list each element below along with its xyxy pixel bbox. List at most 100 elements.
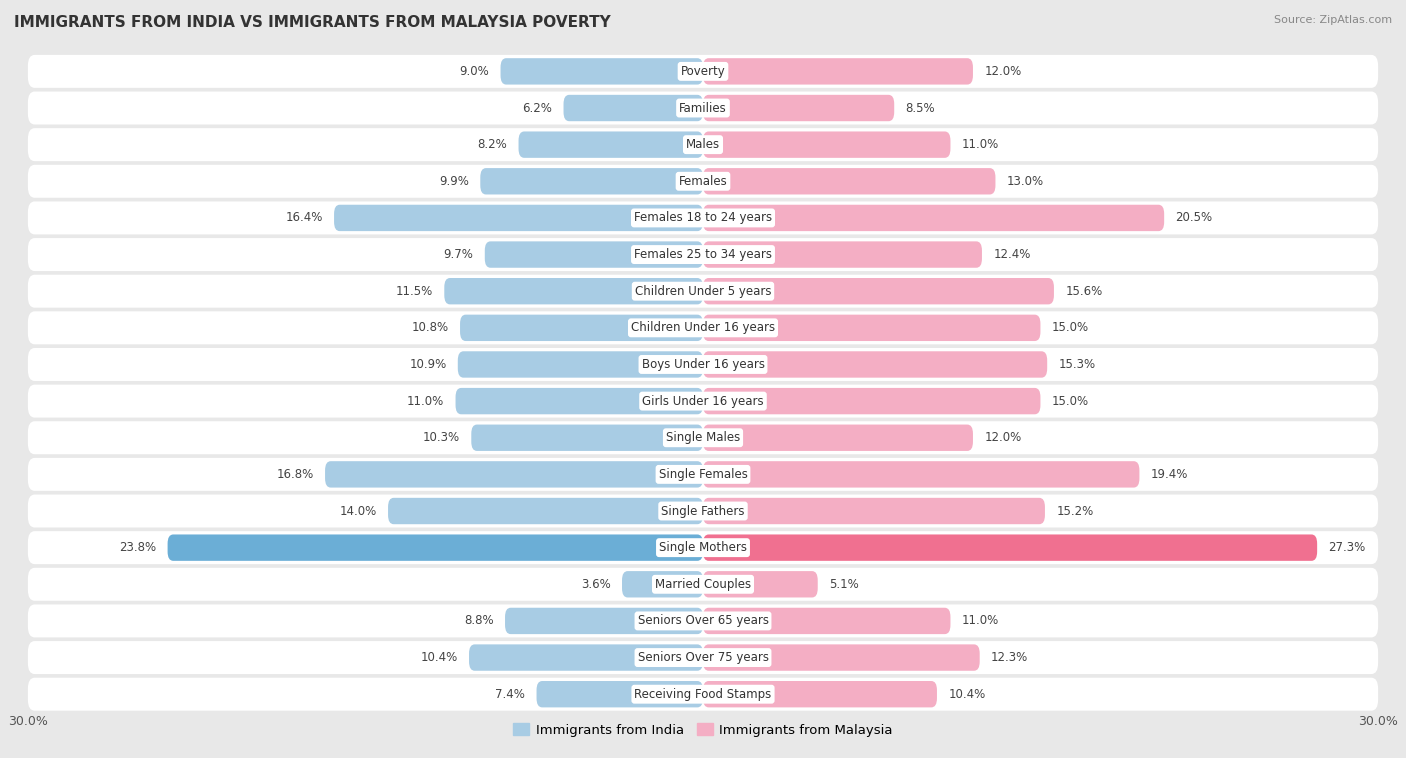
Text: 15.0%: 15.0% [1052,321,1088,334]
FancyBboxPatch shape [703,278,1054,305]
Text: Seniors Over 65 years: Seniors Over 65 years [637,615,769,628]
Text: 27.3%: 27.3% [1329,541,1365,554]
Text: 10.3%: 10.3% [423,431,460,444]
FancyBboxPatch shape [28,494,1378,528]
Text: 10.4%: 10.4% [420,651,458,664]
Text: 15.2%: 15.2% [1056,505,1094,518]
Text: 9.9%: 9.9% [439,175,470,188]
Text: Children Under 16 years: Children Under 16 years [631,321,775,334]
FancyBboxPatch shape [28,128,1378,161]
Text: Males: Males [686,138,720,151]
FancyBboxPatch shape [537,681,703,707]
Text: 10.8%: 10.8% [412,321,449,334]
Text: 6.2%: 6.2% [523,102,553,114]
Text: 15.3%: 15.3% [1059,358,1095,371]
Text: 12.3%: 12.3% [991,651,1028,664]
FancyBboxPatch shape [519,131,703,158]
Text: 3.6%: 3.6% [581,578,610,590]
FancyBboxPatch shape [28,458,1378,491]
FancyBboxPatch shape [703,58,973,85]
FancyBboxPatch shape [703,241,981,268]
FancyBboxPatch shape [703,95,894,121]
Text: 15.6%: 15.6% [1066,285,1102,298]
FancyBboxPatch shape [470,644,703,671]
FancyBboxPatch shape [456,388,703,415]
Text: 12.0%: 12.0% [984,431,1021,444]
Text: Single Females: Single Females [658,468,748,481]
FancyBboxPatch shape [703,131,950,158]
Text: 9.7%: 9.7% [444,248,474,261]
FancyBboxPatch shape [471,424,703,451]
FancyBboxPatch shape [703,608,950,634]
Text: Single Mothers: Single Mothers [659,541,747,554]
Text: 10.9%: 10.9% [409,358,447,371]
FancyBboxPatch shape [703,534,1317,561]
Text: 16.4%: 16.4% [285,211,323,224]
Text: 16.8%: 16.8% [277,468,314,481]
Text: 5.1%: 5.1% [830,578,859,590]
Text: 8.5%: 8.5% [905,102,935,114]
Text: 11.0%: 11.0% [962,138,998,151]
Text: Girls Under 16 years: Girls Under 16 years [643,395,763,408]
Text: Receiving Food Stamps: Receiving Food Stamps [634,688,772,700]
Text: 11.0%: 11.0% [962,615,998,628]
FancyBboxPatch shape [703,571,818,597]
FancyBboxPatch shape [703,388,1040,415]
Text: Females: Females [679,175,727,188]
FancyBboxPatch shape [703,315,1040,341]
FancyBboxPatch shape [703,168,995,195]
FancyBboxPatch shape [335,205,703,231]
FancyBboxPatch shape [28,55,1378,88]
Text: 12.4%: 12.4% [993,248,1031,261]
Text: 7.4%: 7.4% [495,688,526,700]
FancyBboxPatch shape [388,498,703,525]
Text: 15.0%: 15.0% [1052,395,1088,408]
FancyBboxPatch shape [28,238,1378,271]
Text: 11.0%: 11.0% [408,395,444,408]
FancyBboxPatch shape [167,534,703,561]
FancyBboxPatch shape [28,568,1378,601]
FancyBboxPatch shape [28,274,1378,308]
FancyBboxPatch shape [444,278,703,305]
FancyBboxPatch shape [460,315,703,341]
Text: 9.0%: 9.0% [460,65,489,78]
FancyBboxPatch shape [28,164,1378,198]
FancyBboxPatch shape [28,604,1378,637]
FancyBboxPatch shape [501,58,703,85]
Text: 12.0%: 12.0% [984,65,1021,78]
FancyBboxPatch shape [703,424,973,451]
FancyBboxPatch shape [325,461,703,487]
Text: Children Under 5 years: Children Under 5 years [634,285,772,298]
FancyBboxPatch shape [703,205,1164,231]
Text: 23.8%: 23.8% [120,541,156,554]
FancyBboxPatch shape [485,241,703,268]
FancyBboxPatch shape [28,531,1378,564]
Text: Source: ZipAtlas.com: Source: ZipAtlas.com [1274,15,1392,25]
FancyBboxPatch shape [621,571,703,597]
FancyBboxPatch shape [28,202,1378,234]
FancyBboxPatch shape [703,498,1045,525]
FancyBboxPatch shape [28,348,1378,381]
Text: 11.5%: 11.5% [396,285,433,298]
FancyBboxPatch shape [28,678,1378,711]
Text: 20.5%: 20.5% [1175,211,1212,224]
FancyBboxPatch shape [28,421,1378,454]
FancyBboxPatch shape [505,608,703,634]
Text: 8.8%: 8.8% [464,615,494,628]
FancyBboxPatch shape [703,461,1139,487]
Text: 14.0%: 14.0% [340,505,377,518]
Text: Females 25 to 34 years: Females 25 to 34 years [634,248,772,261]
FancyBboxPatch shape [28,641,1378,674]
FancyBboxPatch shape [28,384,1378,418]
FancyBboxPatch shape [481,168,703,195]
Text: Females 18 to 24 years: Females 18 to 24 years [634,211,772,224]
FancyBboxPatch shape [28,92,1378,124]
Text: Poverty: Poverty [681,65,725,78]
Text: 13.0%: 13.0% [1007,175,1043,188]
Text: Single Males: Single Males [666,431,740,444]
Text: Boys Under 16 years: Boys Under 16 years [641,358,765,371]
FancyBboxPatch shape [564,95,703,121]
FancyBboxPatch shape [28,312,1378,344]
FancyBboxPatch shape [703,644,980,671]
Text: Seniors Over 75 years: Seniors Over 75 years [637,651,769,664]
